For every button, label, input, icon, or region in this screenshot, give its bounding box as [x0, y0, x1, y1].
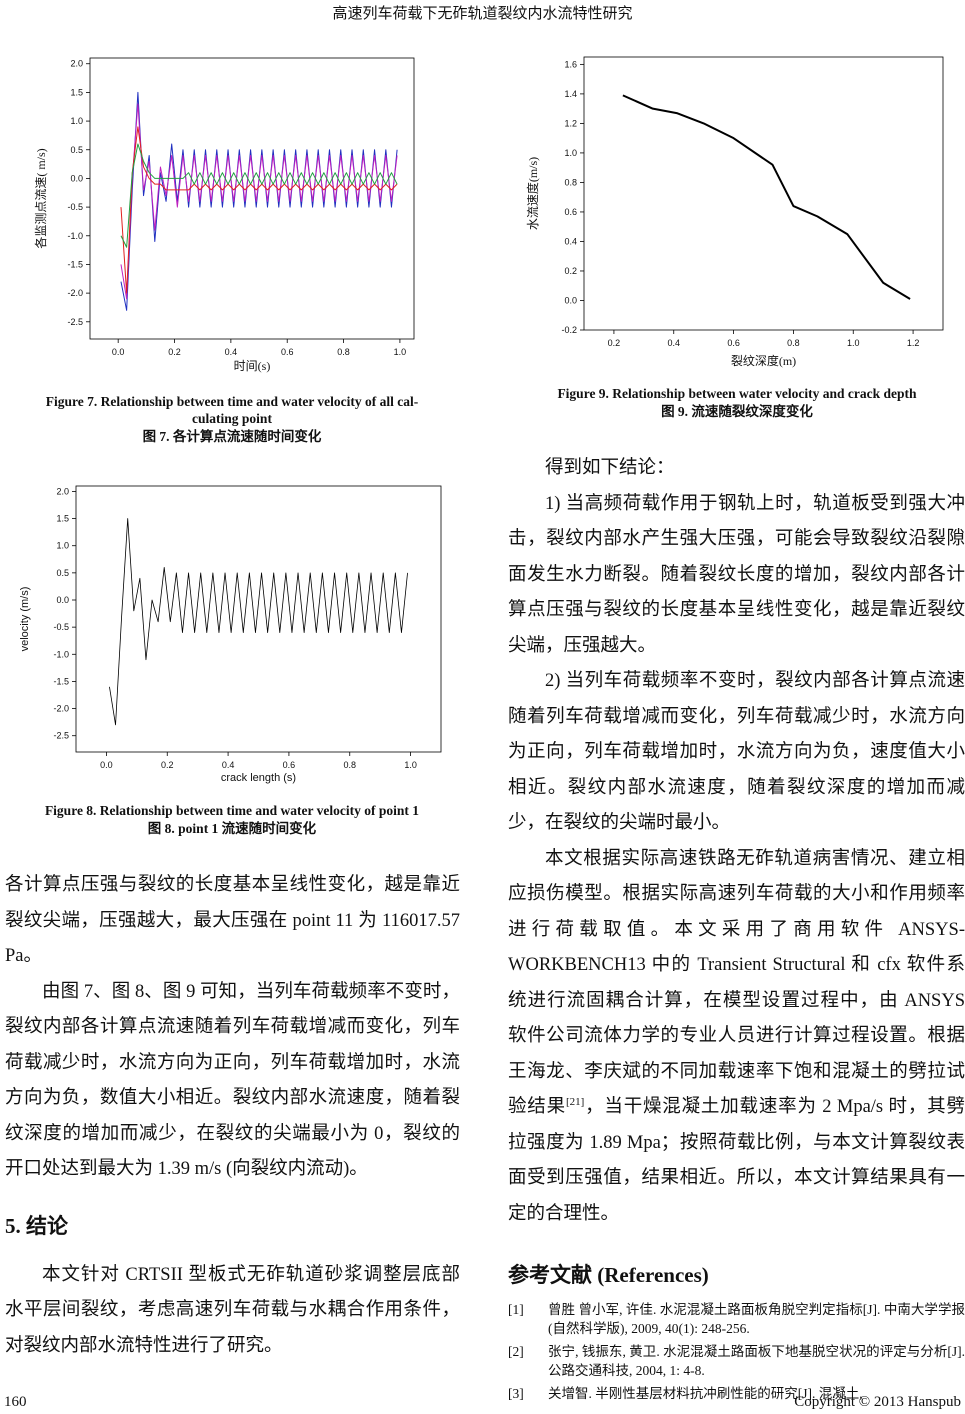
- y-tick-label: 1.5: [56, 514, 69, 524]
- x-tick-label: 0.6: [283, 760, 296, 770]
- paragraph: 各计算点压强与裂纹的长度基本呈线性变化，越是靠近裂纹尖端，压强越大，最大压强在 …: [5, 875, 460, 966]
- page-number: 160: [4, 1394, 27, 1410]
- paragraph: 本文根据实际高速铁路无砟轨道病害情况、建立相应损伤模型。根据实际高速列车荷载的大…: [508, 842, 965, 1233]
- y-tick-label: 0.2: [564, 266, 577, 276]
- x-tick-label: 0.4: [222, 760, 235, 770]
- x-tick-label: 0.8: [343, 760, 356, 770]
- left-column: 各计算点压强与裂纹的长度基本呈线性变化，越是靠近裂纹尖端，压强越大，最大压强在 …: [5, 868, 460, 1364]
- y-axis-title: velocity (m/s): [19, 587, 31, 652]
- reference: [3] 关增智. 半刚性基层材料抗冲刷性能的研究[J]. 混凝土,: [508, 1384, 965, 1403]
- y-tick-label: -1.0: [67, 231, 83, 241]
- y-tick-label: -0.5: [67, 202, 83, 212]
- reference-number: [3]: [508, 1386, 524, 1401]
- figures: -2.5 -2.0 -1.5 -1.0 -0.5 0.0 0.5 1.0 1.5 2.0 0.0 0.…: [19, 56, 944, 836]
- y-tick-label: -1.0: [53, 649, 69, 659]
- reference-list: [1] 曾胜 曾小军, 许佳. 水泥混凝土路面板角脱空判定指标[J]. 中南大学学…: [508, 1300, 965, 1403]
- y-tick-label: 0.4: [564, 236, 577, 246]
- series-line: [120, 143, 398, 248]
- paragraph: 由图 7、图 8、图 9 可知，当列车荷载频率不变时，裂纹内部各计算点流速随着列…: [5, 981, 460, 1180]
- right-column: 得到如下结论： 1) 当高频荷载作用于钢轨上时，轨道板受到强大冲击，裂纹内部水产…: [508, 451, 965, 1407]
- y-tick-label: 0.5: [70, 145, 83, 155]
- y-tick-label: 1.5: [70, 87, 83, 97]
- plot-frame: [583, 56, 944, 331]
- y-tick-label: 0.0: [564, 295, 577, 305]
- x-tick-label: 0.6: [727, 338, 740, 348]
- plot-frame: [89, 57, 415, 340]
- x-tick-label: 0.8: [787, 338, 800, 348]
- x-tick-label: 0.4: [667, 338, 680, 348]
- y-tick-label: 0.6: [564, 207, 577, 217]
- y-axis-title: 各监测点流速( m/s): [33, 148, 48, 248]
- paragraph: 本文针对 CRTSII 型板式无砟轨道砂浆调整层底部水平层间裂纹，考虑高速列车荷…: [5, 1264, 460, 1356]
- x-tick-label: 1.0: [394, 347, 407, 357]
- y-tick-label: 1.0: [564, 148, 577, 158]
- reference-text: 张宁, 钱振东, 黄卫. 水泥混凝土路面板下地基脱空状况的评定与分析[J]. 公…: [548, 1344, 965, 1378]
- references-heading: 参考文献 (References): [508, 1263, 709, 1287]
- y-tick-label: -1.5: [67, 259, 83, 269]
- paragraph: 2) 当列车荷载频率不变时，裂纹内部各计算点流速随着列车荷载增减而变化，列车荷载…: [508, 671, 965, 833]
- caption-en: Figure 9. Relationship between water vel…: [557, 386, 917, 401]
- y-tick-label: -2.0: [67, 288, 83, 298]
- series-line: [120, 91, 398, 311]
- y-tick-label: 1.0: [70, 116, 83, 126]
- series-line: [622, 94, 911, 300]
- x-tick-label: 0.6: [281, 347, 294, 357]
- x-tick-label: 1.0: [847, 338, 860, 348]
- x-tick-label: 0.2: [608, 338, 621, 348]
- x-tick-label: 0.2: [161, 760, 174, 770]
- caption-cn: 图 9. 流速随裂纹深度变化: [661, 403, 813, 419]
- caption-en: Figure 8. Relationship between time and …: [45, 803, 419, 818]
- y-tick-label: 0.0: [70, 173, 83, 183]
- y-tick-label: 1.2: [564, 118, 577, 128]
- y-tick-label: -2.5: [53, 731, 69, 741]
- y-tick-label: 0.0: [56, 595, 69, 605]
- paragraph: 1) 当高频荷载作用于钢轨上时，轨道板受到强大冲击，裂纹内部水产生强大压强，可能…: [508, 493, 965, 656]
- text: ，当干燥混凝土加载速率为 2 Mpa/s 时，其劈拉强度为 1.89 Mpa；按…: [508, 1097, 965, 1224]
- x-tick-label: 1.0: [404, 760, 417, 770]
- series-line: [109, 518, 408, 726]
- reference-text: 曾胜 曾小军, 许佳. 水泥混凝土路面板角脱空判定指标[J]. 中南大学学报(自…: [548, 1302, 965, 1336]
- caption-en: Figure 7. Relationship between time and …: [46, 394, 419, 409]
- y-tick-label: 1.4: [564, 89, 577, 99]
- x-tick-label: 0.0: [100, 760, 113, 770]
- x-tick-label: 0.8: [337, 347, 350, 357]
- y-tick-label: 0.5: [56, 568, 69, 578]
- x-axis-title: 裂纹深度(m): [731, 353, 796, 368]
- caption-cn: 图 7. 各计算点流速随时间变化: [143, 428, 322, 444]
- y-tick-label: 1.6: [564, 59, 577, 69]
- y-tick-label: 1.0: [56, 541, 69, 551]
- series-line: [120, 103, 398, 300]
- x-tick-label: 0.4: [225, 347, 238, 357]
- caption-en: culating point: [192, 411, 272, 426]
- paragraph: 得到如下结论：: [545, 458, 675, 478]
- x-axis-title: crack length (s): [221, 772, 296, 784]
- y-tick-label: -2.0: [53, 704, 69, 714]
- y-tick-label: -2.5: [67, 317, 83, 327]
- reference-number: [2]: [508, 1344, 524, 1359]
- y-tick-label: -0.5: [53, 622, 69, 632]
- y-tick-label: 0.8: [564, 177, 577, 187]
- x-tick-label: 1.2: [907, 338, 920, 348]
- reference: [2] 张宁, 钱振东, 黄卫. 水泥混凝土路面板下地基脱空状况的评定与分析[J]…: [508, 1342, 965, 1380]
- x-tick-label: 0.2: [168, 347, 181, 357]
- running-header: 高速列车荷载下无砟轨道裂纹内水流特性研究: [332, 6, 633, 22]
- y-axis-title: 水流速度(m/s): [525, 157, 540, 230]
- plot-frame: [75, 485, 442, 753]
- y-tick-label: 2.0: [56, 486, 69, 496]
- series-line: [120, 126, 398, 294]
- text: 本文根据实际高速铁路无砟轨道病害情况、建立相应损伤模型。根据实际高速列车荷载的大…: [508, 848, 965, 1118]
- y-tick-label: -0.2: [561, 325, 577, 335]
- x-axis-title: 时间(s): [234, 359, 271, 373]
- y-tick-label: -1.5: [53, 676, 69, 686]
- y-tick-label: 2.0: [70, 59, 83, 69]
- reference-text: 关增智. 半刚性基层材料抗冲刷性能的研究[J]. 混凝土,: [548, 1386, 863, 1401]
- reference: [1] 曾胜 曾小军, 许佳. 水泥混凝土路面板角脱空判定指标[J]. 中南大学学…: [508, 1300, 965, 1338]
- citation: [21]: [565, 1095, 585, 1108]
- x-tick-label: 0.0: [112, 347, 125, 357]
- section-heading: 5. 结论: [5, 1213, 68, 1238]
- reference-number: [1]: [508, 1302, 524, 1317]
- caption-cn: 图 8. point 1 流速随时间变化: [148, 820, 317, 836]
- copyright: Copyright © 2013 Hanspub: [794, 1394, 961, 1410]
